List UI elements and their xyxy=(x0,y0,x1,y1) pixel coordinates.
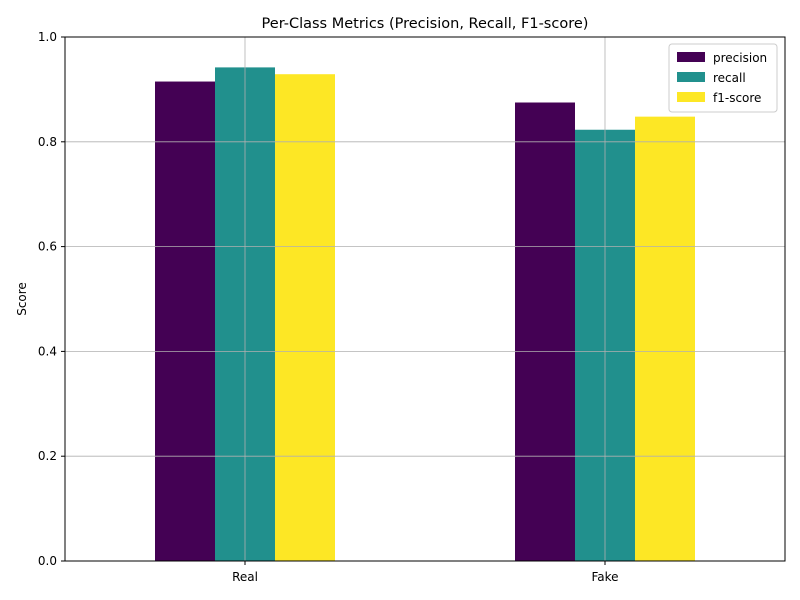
legend-label-f1-score: f1-score xyxy=(713,91,761,105)
bar-precision-fake xyxy=(515,102,575,561)
legend-swatch-precision xyxy=(677,52,705,62)
x-tick-label-fake: Fake xyxy=(591,570,618,584)
legend-swatch-recall xyxy=(677,72,705,82)
legend-label-recall: recall xyxy=(713,71,746,85)
y-tick-label: 0.2 xyxy=(38,449,57,463)
y-tick-label: 0.0 xyxy=(38,554,57,568)
y-tick-label: 1.0 xyxy=(38,30,57,44)
bar-f1-score-real xyxy=(275,74,335,561)
y-tick-label: 0.6 xyxy=(38,240,57,254)
chart-title: Per-Class Metrics (Precision, Recall, F1… xyxy=(262,16,589,32)
bar-precision-real xyxy=(155,81,215,561)
plot-frame xyxy=(64,36,786,562)
axes: 0.0 0.2 0.4 0.6 0.8 1.0 Real Fake xyxy=(38,30,786,584)
legend-swatch-f1-score xyxy=(677,92,705,102)
y-axis-label: Score xyxy=(15,282,29,316)
legend-label-precision: precision xyxy=(713,51,767,65)
x-tick-label-real: Real xyxy=(232,570,258,584)
bar-f1-score-fake xyxy=(635,116,695,561)
legend: precision recall f1-score xyxy=(668,43,778,113)
y-tick-label: 0.8 xyxy=(38,135,57,149)
y-tick-label: 0.4 xyxy=(38,344,57,358)
